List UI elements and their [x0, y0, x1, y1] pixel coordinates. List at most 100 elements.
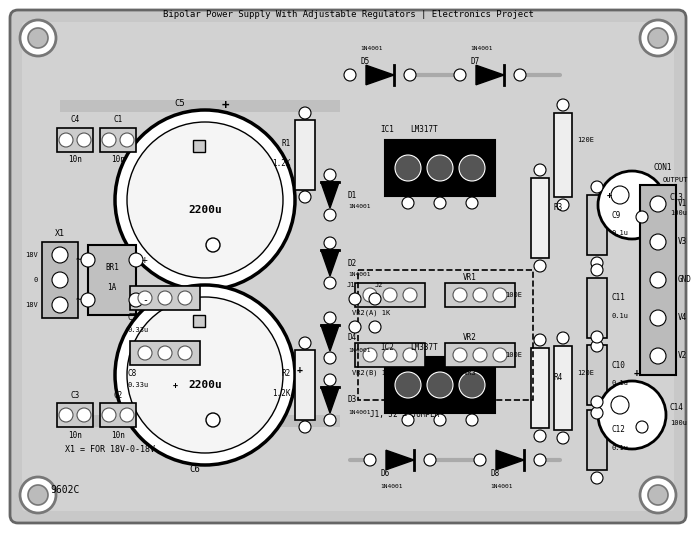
Polygon shape [321, 387, 339, 413]
Text: -: - [142, 295, 148, 305]
Text: 10n: 10n [68, 156, 82, 165]
Circle shape [404, 69, 416, 81]
Text: D8: D8 [491, 470, 500, 479]
Circle shape [349, 293, 361, 305]
Bar [531, 348, 549, 428]
Bar [355, 283, 425, 307]
Circle shape [20, 477, 56, 513]
Bar [57, 403, 93, 427]
Circle shape [611, 186, 629, 204]
Circle shape [557, 199, 569, 211]
Text: 1.2K: 1.2K [273, 158, 291, 167]
Text: IC2: IC2 [380, 343, 394, 351]
Text: C11: C11 [611, 294, 625, 303]
Circle shape [534, 164, 546, 176]
Circle shape [81, 293, 95, 307]
Text: VR1: VR1 [463, 272, 477, 281]
Bar [60, 100, 340, 112]
Text: J1, J2 = JUMPER: J1, J2 = JUMPER [370, 410, 439, 419]
Circle shape [28, 28, 48, 48]
Circle shape [52, 247, 68, 263]
Circle shape [636, 421, 648, 433]
Text: C4: C4 [70, 116, 79, 125]
Text: 1N4001: 1N4001 [381, 483, 403, 489]
Circle shape [324, 414, 336, 426]
Bar [445, 283, 515, 307]
Text: VR2: VR2 [463, 333, 477, 342]
Text: 10n: 10n [111, 431, 125, 440]
Circle shape [591, 181, 603, 193]
Circle shape [102, 133, 116, 147]
Bar [385, 357, 495, 413]
Circle shape [52, 272, 68, 288]
Circle shape [514, 69, 526, 81]
Circle shape [158, 346, 172, 360]
Circle shape [52, 297, 68, 313]
Text: 1A: 1A [107, 284, 117, 293]
Bar [355, 343, 425, 367]
Ellipse shape [115, 285, 295, 465]
Circle shape [349, 321, 361, 333]
Circle shape [324, 312, 336, 324]
Text: 1N4001: 1N4001 [361, 46, 383, 52]
Circle shape [102, 408, 116, 422]
Polygon shape [476, 65, 504, 85]
Text: 0.1u: 0.1u [611, 313, 628, 319]
Circle shape [344, 69, 356, 81]
Text: +: + [173, 381, 177, 390]
Circle shape [427, 372, 453, 398]
Circle shape [534, 334, 546, 346]
Circle shape [324, 277, 336, 289]
Text: D6: D6 [381, 470, 390, 479]
Circle shape [363, 288, 377, 302]
Circle shape [650, 196, 666, 212]
Text: D7: D7 [470, 56, 480, 66]
Bar [100, 403, 136, 427]
Text: 0.33u: 0.33u [127, 327, 148, 333]
Circle shape [395, 372, 421, 398]
Bar [100, 128, 136, 152]
FancyBboxPatch shape [22, 22, 674, 511]
Circle shape [178, 346, 192, 360]
Text: 10n: 10n [68, 431, 82, 440]
Circle shape [591, 257, 603, 269]
Circle shape [299, 107, 311, 119]
Circle shape [474, 454, 486, 466]
Circle shape [59, 133, 73, 147]
Text: VR2(B) 1K: VR2(B) 1K [352, 370, 390, 376]
Text: GND: GND [678, 276, 692, 285]
Circle shape [434, 197, 446, 209]
Text: V2: V2 [678, 351, 687, 360]
Circle shape [640, 20, 676, 56]
Bar [587, 195, 607, 255]
Text: 0: 0 [33, 277, 38, 283]
Bar [587, 278, 607, 338]
Circle shape [466, 197, 478, 209]
Text: 1N4001: 1N4001 [348, 205, 370, 209]
Bar [57, 128, 93, 152]
Text: C12: C12 [611, 425, 625, 434]
Text: ~: ~ [76, 295, 82, 305]
Circle shape [424, 454, 436, 466]
Text: C6: C6 [189, 465, 200, 474]
Circle shape [650, 348, 666, 364]
Circle shape [434, 414, 446, 426]
FancyBboxPatch shape [10, 10, 686, 523]
Text: 9602C: 9602C [50, 485, 79, 495]
Circle shape [591, 396, 603, 408]
Circle shape [81, 253, 95, 267]
Circle shape [299, 337, 311, 349]
Circle shape [453, 288, 467, 302]
Text: C5: C5 [175, 99, 185, 108]
Circle shape [591, 340, 603, 352]
Circle shape [20, 20, 56, 56]
Text: 1N4001: 1N4001 [348, 409, 370, 415]
Circle shape [383, 348, 397, 362]
Circle shape [591, 331, 603, 343]
Circle shape [648, 485, 668, 505]
Text: 100u: 100u [670, 210, 687, 216]
Circle shape [534, 260, 546, 272]
Bar [531, 178, 549, 258]
Circle shape [369, 293, 381, 305]
Circle shape [324, 237, 336, 249]
